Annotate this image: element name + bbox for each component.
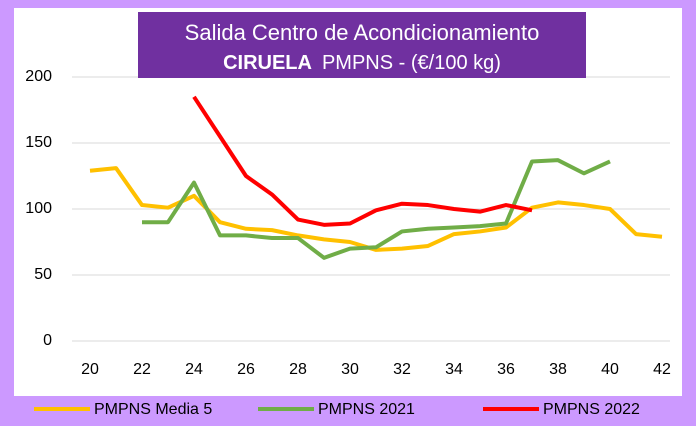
- x-tick-label: 26: [237, 361, 255, 378]
- legend: PMPNS Media 5 PMPNS 2021 PMPNS 2022: [34, 401, 640, 418]
- title-box: [138, 12, 586, 78]
- x-tick-label: 30: [341, 361, 359, 378]
- series-line: [89, 166, 663, 252]
- legend-label: PMPNS Media 5: [94, 401, 212, 418]
- legend-label: PMPNS 2022: [543, 401, 640, 418]
- grid: 0 50 100 150 200 20 22 24 26 28 30 32 34 36 38 40 42: [25, 68, 671, 378]
- y-tick-label: 150: [25, 134, 52, 151]
- x-tick-label: 40: [601, 361, 619, 378]
- series-line: [192, 95, 533, 227]
- x-tick-label: 34: [445, 361, 463, 378]
- x-tick-label: 38: [549, 361, 567, 378]
- x-tick-label: 28: [289, 361, 307, 378]
- legend-label: PMPNS 2021: [318, 401, 415, 418]
- x-tick-label: 42: [653, 361, 671, 378]
- y-tick-label: 200: [25, 68, 52, 85]
- x-tick-label: 20: [81, 361, 99, 378]
- subtitle-bold: CIRUELA: [223, 52, 312, 74]
- y-tick-label: 0: [43, 332, 52, 349]
- x-tick-label: 32: [393, 361, 411, 378]
- series-line: [142, 158, 611, 260]
- x-tick-label: 22: [133, 361, 151, 378]
- lines: [89, 95, 663, 260]
- x-tick-label: 24: [185, 361, 203, 378]
- x-tick-label: 36: [497, 361, 515, 378]
- subtitle: PMPNS - (€/100 kg): [322, 52, 501, 74]
- chart-title: Salida Centro de Acondicionamiento: [185, 20, 540, 45]
- y-tick-label: 50: [34, 266, 52, 283]
- y-tick-label: 100: [25, 200, 52, 217]
- chart-subtitle: CIRUELA PMPNS - (€/100 kg): [223, 52, 501, 74]
